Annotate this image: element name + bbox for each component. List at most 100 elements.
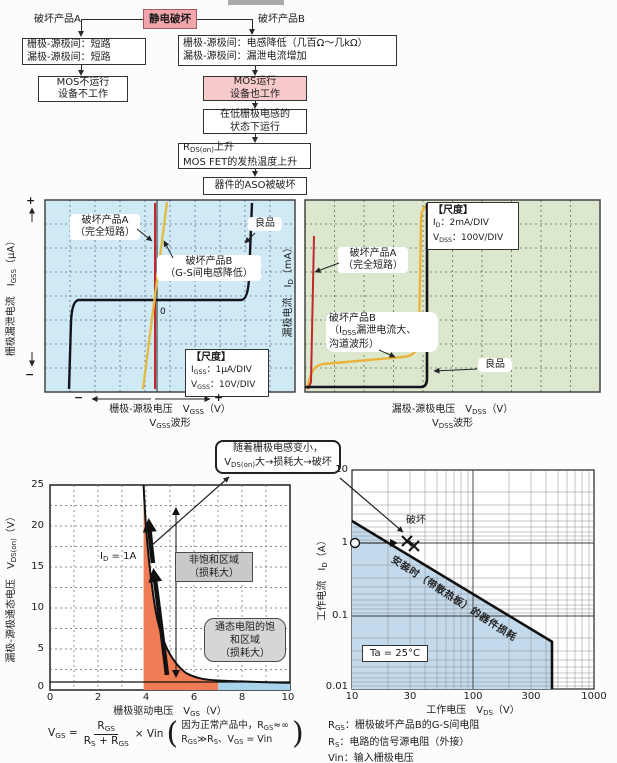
- formula-times-vin: × Vin: [134, 728, 164, 740]
- gss-x-minus: −: [74, 391, 84, 404]
- flow-arrowhead: [77, 31, 84, 37]
- vgs-region2-line1: 通态电阻的饱: [215, 621, 275, 633]
- soa-ytick-10: 10: [335, 464, 348, 475]
- soa-break-x2: [408, 540, 420, 552]
- flow-box-a2-line2: 设备不工作: [58, 89, 108, 100]
- vgs-xtick-2: 2: [94, 692, 102, 703]
- gss-scale-igss: IGSS：1μA/DIV: [191, 365, 252, 376]
- soa-xtick-30: 30: [403, 691, 417, 702]
- flow-arrowhead: [251, 137, 258, 143]
- flow-arrowhead: [248, 29, 255, 35]
- flow-box-b3: 在低栅极电感的 状态下运行: [203, 109, 307, 134]
- dss-y-axis-label: 漏极电流 ID（mA）: [283, 242, 296, 338]
- callout-line1: 随着栅极电感变小，: [233, 442, 323, 454]
- flow-box-b4-line1: RDS(on)上升: [183, 142, 234, 155]
- dss-label-product-b-line2: （IDSS漏泄电流大、: [329, 325, 417, 338]
- vgs-region1-label: 非饱和区域 （损耗大）: [175, 552, 253, 582]
- flow-line: [254, 101, 256, 104]
- soa-boundary-line: [351, 519, 554, 689]
- vgs-region2-line3: （损耗大）: [220, 647, 270, 659]
- gss-x-axis-label: 栅极-源极电压 VGSS（V）: [109, 404, 231, 417]
- gss-label-product-b: 破坏产品B （G-S间电感降低）: [157, 255, 261, 281]
- soa-xtick-300: 300: [521, 691, 541, 702]
- flow-box-a1-line2: 漏极-源极间：短路: [27, 51, 111, 63]
- gss-scale-title: 【尺度】: [191, 352, 231, 363]
- soa-ytick-1: 1: [341, 537, 348, 548]
- flow-box-b2-line1: MOS运行: [233, 76, 277, 87]
- vgs-formula: VGS = RGS RS + RGS × Vin ( 因为正常产品中，RGS≈∞…: [48, 719, 304, 749]
- soa-operating-point-circle: [349, 537, 361, 549]
- soa-ytick-001: 0.01: [325, 681, 348, 692]
- flow-arrowhead: [251, 171, 258, 177]
- vgs-xtick-10: 10: [281, 692, 295, 703]
- vgs-ytick-25: 25: [31, 479, 44, 490]
- flow-box-b2-line2: 设备也工作: [230, 88, 280, 100]
- soa-xtick-1000: 1000: [581, 691, 607, 702]
- vgs-xtick-0: 0: [46, 692, 54, 703]
- legend-rgs: RGS：栅极破坏产品B的G-S间电阻: [328, 720, 480, 733]
- dss-scale-box: 【尺度】 ID：2mA/DIV VDSS：100V/DIV: [427, 202, 519, 250]
- dss-scale-id: ID：2mA/DIV: [433, 218, 489, 229]
- flow-box-a2-line1: MOS不运行: [56, 76, 110, 88]
- formula-lhs: VGS =: [48, 727, 78, 741]
- flow-box-a1: 栅极-源极间：短路 漏极-源极间：短路: [22, 38, 146, 65]
- formula-denominator: RS + RGS: [83, 734, 129, 748]
- vgs-x-axis-label: 栅极驱动电压 VGS（V）: [113, 706, 227, 719]
- vgs-region2-label: 通态电阻的饱 和区域 （损耗大）: [204, 618, 286, 662]
- flow-box-b1-line1: 栅极-源极间：电感降低（几百Ω～几kΩ）: [183, 38, 368, 49]
- flow-box-a1-line1: 栅极-源极间：短路: [27, 39, 111, 50]
- callout-line2: VDS(on)大→损耗大→破坏: [224, 456, 332, 470]
- vgs-curve: [142, 484, 291, 684]
- vgs-ytick-10: 10: [31, 602, 44, 613]
- dss-scale-vdss: VDSS：100V/DIV: [433, 232, 504, 244]
- vgs-xtick-8: 8: [238, 692, 246, 703]
- callout-bubble: 随着栅极电感变小， VDS(on)大→损耗大→破坏: [215, 440, 341, 474]
- formula-note: 因为正常产品中，RGS≈∞ RGS≫RS、VGS = Vin: [181, 720, 289, 748]
- flow-box-b1: 栅极-源极间：电感降低（几百Ω～几kΩ） 漏极-源极间：漏泄电流增加: [178, 35, 397, 66]
- flow-box-b3-line1: 在低栅极电感的: [220, 109, 290, 120]
- dss-trace-good: [305, 203, 429, 389]
- vgs-ytick-5: 5: [37, 643, 44, 654]
- flow-box-b4: RDS(on)上升 MOS FET的发热温度上升: [178, 142, 311, 169]
- gss-label-product-a-line2: （完全短路）: [75, 227, 135, 238]
- vgs-xtick-4: 4: [142, 692, 150, 703]
- gss-label-product-b-line2: （G-S间电感降低）: [165, 268, 253, 279]
- soa-x-axis-label: 工作电压 VDS（V）: [426, 705, 520, 718]
- vgs-ytick-0: 0: [37, 681, 44, 692]
- flow-root-esd-box: 静电破坏: [143, 9, 197, 29]
- dss-label-product-a-line1: 破坏产品A: [349, 248, 397, 259]
- dss-label-product-a: 破坏产品A （完全短路）: [338, 247, 408, 273]
- dss-label-good: 良品: [478, 358, 512, 372]
- flow-box-b1-line2: 漏极-源极间：漏泄电流增加: [183, 50, 307, 62]
- flow-label-product-b: 破坏产品B: [258, 14, 305, 25]
- gss-trace-good: [67, 202, 254, 390]
- formula-numerator: RGS: [94, 720, 119, 735]
- dss-label-product-b-line1: 破坏产品B: [329, 313, 376, 324]
- formula-close-paren: ): [292, 716, 304, 751]
- vgs-ytick-15: 15: [31, 561, 44, 572]
- flow-box-a2: MOS不运行 设备不工作: [38, 76, 128, 102]
- soa-grid-minor-v: [387, 470, 590, 689]
- gss-label-product-b-line1: 破坏产品B: [185, 256, 233, 267]
- vgs-ytick-20: 20: [31, 520, 44, 531]
- gss-scale-vgss: VGSS：10V/DIV: [191, 379, 256, 391]
- dss-label-product-b: 破坏产品B （IDSS漏泄电流大、 沟道波形）: [326, 312, 438, 353]
- vgs-region2-line2: 和区域: [230, 634, 260, 646]
- flow-arrowhead: [251, 103, 258, 109]
- flow-line: [254, 169, 256, 172]
- formula-open-paren: (: [166, 716, 179, 751]
- legend-vin: Vin：输入栅极电压: [328, 753, 414, 763]
- gss-trace-product-b: [141, 201, 169, 390]
- dss-scale-title: 【尺度】: [433, 205, 473, 216]
- gss-scale-box: 【尺度】 IGSS：1μA/DIV VGSS：10V/DIV: [185, 349, 269, 397]
- vgs-region1-line2: （损耗大）: [189, 568, 239, 579]
- dss-waveform-label: VDSS波形: [431, 418, 474, 431]
- gss-y-axis-label: 栅极漏泄电流 IGSS（μA）: [6, 235, 19, 357]
- dss-label-product-b-line3: 沟道波形）: [329, 339, 379, 351]
- vgs-region1-line1: 非饱和区域: [189, 555, 239, 566]
- soa-xtick-10: 10: [345, 691, 359, 702]
- vgs-thick-arrow-lower: [148, 568, 170, 676]
- gss-label-product-a-line1: 破坏产品A: [81, 215, 129, 226]
- soa-legend: RGS：栅极破坏产品B的G-S间电阻 RS：电路的信号源电阻（外接） Vin：输…: [328, 719, 479, 763]
